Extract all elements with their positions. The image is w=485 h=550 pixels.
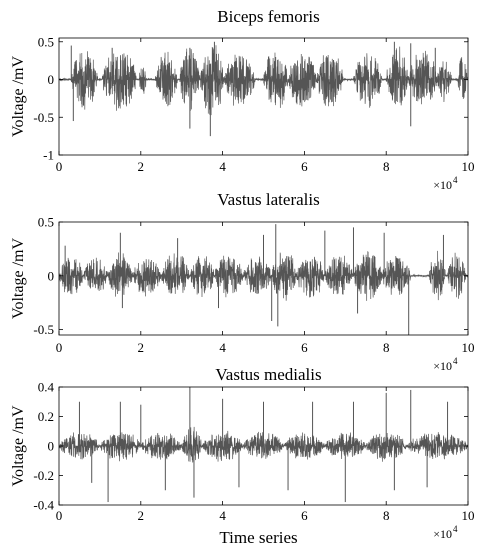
emg-panel-1: 0 2 4 6 8 10 -1 -0.5 0 0.5 Biceps femoris Voltage /… [10, 7, 475, 192]
panel-title: Vastus lateralis [217, 190, 319, 209]
x-tick-label: 10 [462, 159, 475, 174]
x-tick-label: 0 [56, 159, 63, 174]
y-axis-label: Voltage /mV [10, 56, 27, 137]
x-tick-label: 4 [219, 159, 226, 174]
x-tick-label: 2 [138, 159, 145, 174]
x-tick-label: 4 [219, 508, 226, 523]
y-tick-label: -0.5 [33, 322, 54, 337]
y-tick-label: 0.5 [38, 215, 54, 230]
x-tick-label: 4 [219, 340, 226, 355]
x-tick-label: 8 [383, 340, 390, 355]
signal-trace [59, 250, 468, 301]
y-axis-label: Voltage /mV [10, 238, 27, 319]
y-tick-label: -0.4 [33, 498, 54, 513]
x-tick-label: 10 [462, 508, 475, 523]
x-tick-label: 2 [138, 340, 145, 355]
x-scale-factor: ×10 [433, 178, 452, 192]
signal-trace [59, 45, 468, 116]
y-axis-label: Voltage /mV [10, 405, 27, 486]
y-tick-label: 0.2 [38, 409, 54, 424]
x-scale-exponent: 4 [453, 356, 458, 366]
x-scale-exponent: 4 [453, 524, 458, 534]
x-tick-label: 10 [462, 340, 475, 355]
x-tick-label: 0 [56, 508, 63, 523]
x-scale-exponent: 4 [453, 175, 458, 185]
panel-title: Biceps femoris [217, 7, 319, 26]
x-scale-factor: ×10 [433, 527, 452, 541]
x-scale-factor: ×10 [433, 359, 452, 373]
y-tick-label: 0.5 [38, 34, 54, 49]
y-tick-label: -1 [43, 148, 54, 163]
y-tick-label: -0.5 [33, 110, 54, 125]
x-tick-label: 2 [138, 508, 145, 523]
y-tick-label: 0 [48, 72, 55, 87]
x-tick-label: 6 [301, 159, 308, 174]
panel-title: Vastus medialis [215, 365, 321, 384]
x-tick-label: 6 [301, 340, 308, 355]
x-tick-label: 8 [383, 159, 390, 174]
x-tick-label: 0 [56, 340, 63, 355]
x-tick-label: 6 [301, 508, 308, 523]
y-tick-label: 0 [48, 268, 55, 283]
plot-frame [58, 37, 469, 156]
y-tick-label: 0.4 [38, 380, 55, 395]
emg-panel-3: 0 2 4 6 8 10 -0.4 -0.2 0 0.2 0.4 Vastus medialis Vol… [10, 365, 475, 547]
plot-frame [58, 221, 469, 336]
y-tick-label: -0.2 [33, 468, 54, 483]
x-axis-label: Time series [219, 528, 297, 547]
y-tick-label: 0 [48, 439, 55, 454]
x-tick-label: 8 [383, 508, 390, 523]
